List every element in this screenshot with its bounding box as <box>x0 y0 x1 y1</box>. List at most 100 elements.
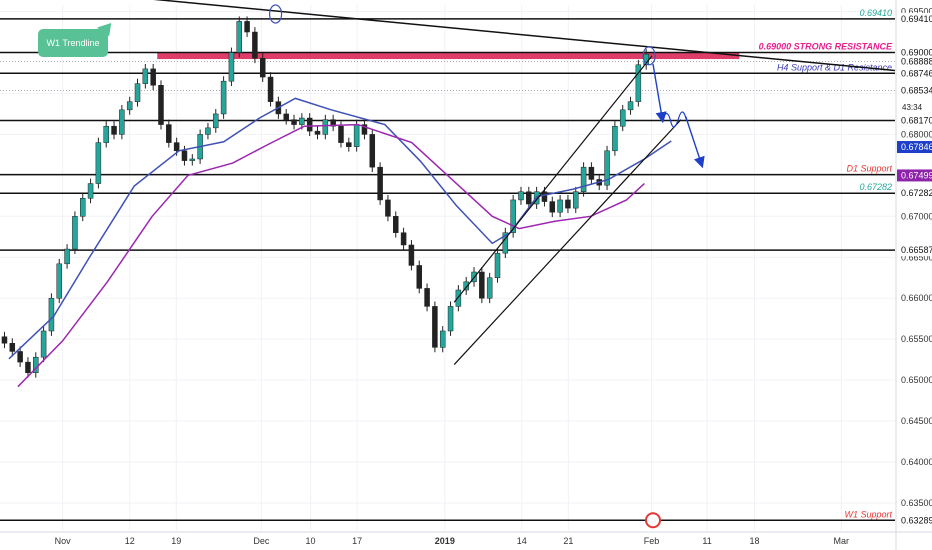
level-price-tag <box>897 67 932 80</box>
candle-body <box>236 21 242 53</box>
x-tick-label: 17 <box>352 536 362 546</box>
price-tag-text: 0.68888 <box>901 57 932 67</box>
x-tick-label: Nov <box>55 536 72 546</box>
x-tick-label: Mar <box>834 536 850 546</box>
highlight-circle <box>642 46 656 66</box>
channel-lower-line <box>453 119 682 365</box>
candle-body <box>111 125 117 135</box>
candle-body <box>306 117 313 132</box>
y-tick-label: 0.65000 <box>901 375 932 385</box>
candle-body <box>142 68 149 84</box>
candle-body <box>267 76 274 102</box>
price-tag-text: 0.67846 <box>901 142 932 152</box>
x-tick-label: 12 <box>125 536 135 546</box>
candle-body <box>158 85 164 125</box>
candle-body <box>635 64 642 102</box>
candle-body <box>213 113 219 129</box>
candle-body <box>314 130 321 135</box>
candle-body <box>369 134 376 168</box>
candle-body <box>205 127 211 135</box>
candle-body <box>338 125 344 143</box>
level-price-tag-text: 0.68170 <box>901 115 932 125</box>
w1-trendline-callout[interactable]: W1 Trendline <box>38 29 108 57</box>
candle-body <box>541 191 548 202</box>
x-tick-label: 2019 <box>435 536 455 546</box>
candle-body <box>346 142 352 147</box>
ideas-marker-icon <box>644 512 661 529</box>
price-tag <box>897 169 932 182</box>
level-price-tag <box>897 12 932 25</box>
candle-body <box>432 306 438 348</box>
projection-scribble <box>661 111 688 128</box>
level-price-tag-text: 0.69410 <box>901 14 932 24</box>
candle-body <box>416 265 422 289</box>
candle-body <box>439 330 446 348</box>
candle-body <box>447 306 454 332</box>
x-tick-label: 10 <box>306 536 316 546</box>
candle-body <box>486 277 493 299</box>
candle-body <box>244 21 250 33</box>
channel-upper-line <box>453 55 653 303</box>
level-price-tag <box>897 114 932 127</box>
x-tick-label: 18 <box>749 536 759 546</box>
level-annotation: 0.69000 STRONG RESISTANCE <box>759 42 893 52</box>
level-annotation: W1 Support <box>844 509 892 519</box>
candle-body <box>103 125 109 143</box>
candle-body <box>526 191 532 205</box>
w1-trendline <box>153 0 896 72</box>
candle-body <box>385 199 391 217</box>
level-price-tag-text: 0.68746 <box>901 68 932 78</box>
candle-body <box>494 252 501 278</box>
candle-body <box>573 191 579 209</box>
candle-body <box>619 109 626 127</box>
x-tick-label: 11 <box>702 536 711 546</box>
projection-arrow <box>652 63 667 124</box>
candle-body <box>166 124 172 143</box>
candle-body <box>64 248 70 265</box>
candle-body <box>463 281 469 291</box>
candle-body <box>424 288 430 307</box>
candle-body <box>400 232 407 246</box>
y-tick-label: 0.67000 <box>901 211 932 221</box>
candle-body <box>259 57 266 78</box>
level-annotation: 0.67282 <box>859 182 892 192</box>
candle-body <box>283 113 289 120</box>
candle-body <box>220 80 227 115</box>
candle-body <box>299 117 305 125</box>
candle-body <box>330 119 336 127</box>
candle-body <box>604 150 610 186</box>
candle-body <box>502 232 509 254</box>
y-tick-label: 0.64500 <box>901 416 932 426</box>
y-tick-label: 0.68000 <box>901 129 932 139</box>
projection-arrow <box>684 116 705 169</box>
x-tick-label: 14 <box>517 536 527 546</box>
candle-body <box>72 216 78 250</box>
y-tick-label: 0.66500 <box>901 252 932 262</box>
candle-body <box>353 124 360 147</box>
candle-body <box>189 158 196 161</box>
price-tag <box>897 141 932 154</box>
level-price-tag <box>897 514 932 527</box>
candle-body <box>627 101 634 111</box>
moving-average-purple <box>17 123 645 388</box>
price-tag-text: 0.67499 <box>901 170 932 180</box>
candle-body <box>557 199 563 213</box>
candle-body <box>1 336 8 344</box>
candle-body <box>580 166 587 192</box>
y-tick-label: 0.64000 <box>901 457 932 467</box>
candle-body <box>40 330 47 358</box>
level-price-tag <box>897 46 932 59</box>
candle-body <box>361 124 368 135</box>
candle-body <box>25 361 31 373</box>
level-annotation: D1 Support <box>846 164 892 174</box>
price-tag-text: 0.68534 <box>901 86 932 96</box>
candle-body <box>173 142 180 152</box>
candle-body <box>565 199 571 209</box>
candle-body <box>228 52 235 82</box>
candle-body <box>518 191 524 201</box>
candle-body <box>150 68 156 86</box>
candle-body <box>48 297 55 332</box>
candle-body <box>322 119 329 135</box>
